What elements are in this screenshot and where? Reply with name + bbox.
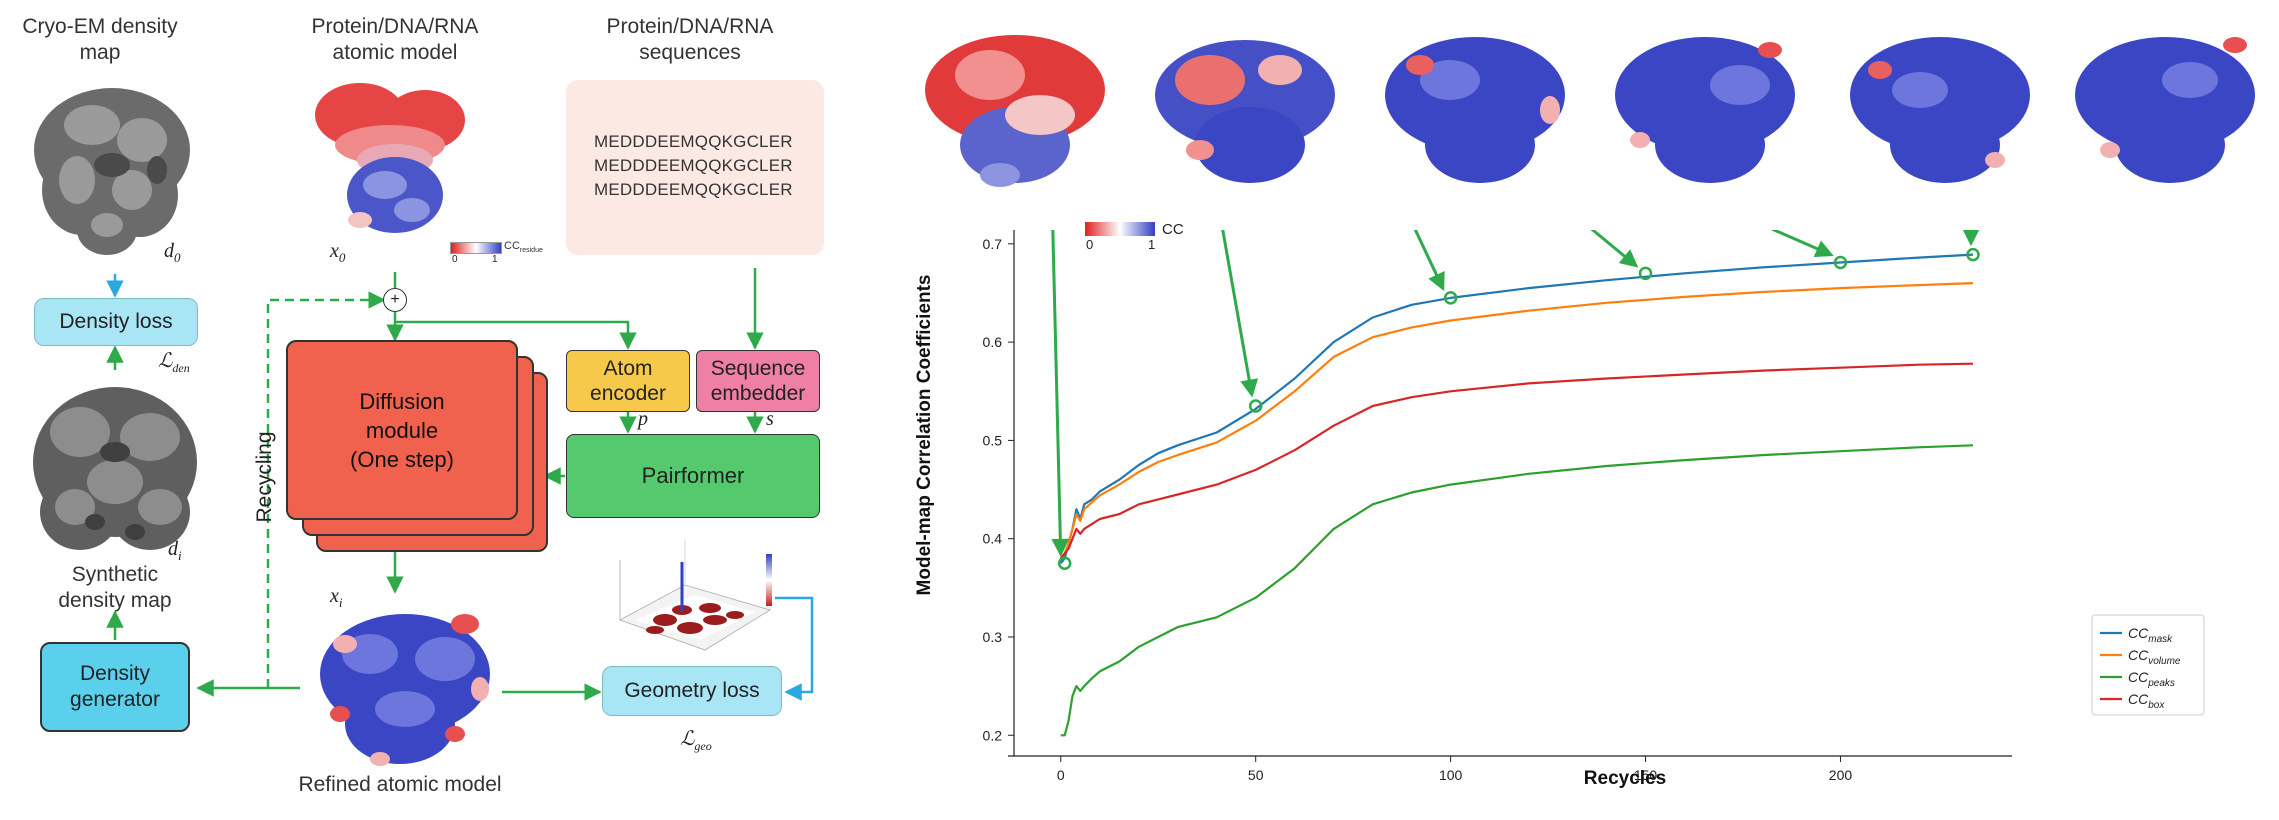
cryo-em-density-image (34, 88, 190, 255)
protein-thumbnail-recycle-150 (1615, 37, 1795, 183)
x-axis-label: Recycles (1584, 768, 1666, 789)
sequences-box (566, 80, 824, 255)
y-tick-label: 0.2 (983, 727, 1003, 743)
synthetic-density-label: Synthetic density map (58, 563, 172, 612)
series-line-volume (1059, 282, 1974, 559)
initial-atomic-model-image (315, 83, 465, 233)
thumbnail-arrow (1051, 230, 1070, 557)
y-axis-label: Model-map Correlation Coefficients (914, 275, 935, 596)
diagram-connectors (106, 268, 814, 701)
y-tick-label: 0.7 (983, 236, 1003, 252)
series-line-mask (1059, 253, 1974, 564)
header-sequences: Protein/DNA/RNA sequences (606, 15, 774, 64)
chart-cc-label: CC (1162, 221, 1184, 238)
x-tick-label: 0 (1057, 767, 1065, 783)
highlight-point (1057, 556, 1072, 571)
y-tick-label: 0.6 (983, 334, 1003, 350)
plus-operator: + (383, 288, 407, 312)
diffusion-module-box: Diffusion module (One step) (286, 340, 518, 520)
sequence-embedder-box: Sequence embedder (696, 350, 820, 412)
legend-label-volume: CCvolume (2128, 647, 2181, 667)
thumbnail-arrow (1590, 230, 1639, 268)
synthetic-density-image (33, 387, 197, 550)
chart-cc-min: 0 (1086, 237, 1094, 252)
protein-thumbnail-recycle-100 (1385, 37, 1565, 183)
x-tick-label: 150 (1634, 767, 1658, 783)
highlight-point (1833, 255, 1848, 270)
refined-model-label: Refined atomic model (298, 773, 502, 796)
x-tick-label: 200 (1829, 767, 1853, 783)
protein-thumbnail-recycle-0 (925, 35, 1105, 187)
residue-cc-max: 1 (492, 254, 498, 265)
symbol-s: s (766, 408, 774, 430)
highlight-point (1248, 399, 1263, 413)
x-tick-label: 50 (1248, 767, 1264, 783)
thumbnail-arrow (1770, 230, 1834, 258)
diffusion-module-label: Diffusion module (359, 388, 445, 443)
legend-label-mask: CCmask (2128, 625, 2173, 645)
pairformer-box: Pairformer (566, 434, 820, 518)
sequence-line-1: MEDDDEEMQQKGCLER (594, 132, 793, 151)
symbol-x0: x0 (330, 240, 346, 265)
protein-thumbnail-recycle-200 (1850, 37, 2030, 183)
symbol-d0: d0 (164, 240, 181, 265)
recycling-label: Recycling (253, 431, 276, 523)
sequence-line-2: MEDDDEEMQQKGCLER (594, 156, 793, 175)
legend-label-box: CCbox (2128, 691, 2165, 711)
protein-thumbnail-recycle-234 (2075, 37, 2255, 183)
symbol-xi: xi (330, 585, 343, 610)
atom-encoder-box: Atom encoder (566, 350, 690, 412)
thumbnail-arrow (1221, 230, 1259, 398)
y-tick-label: 0.3 (983, 629, 1003, 645)
chart-cc-max: 1 (1148, 237, 1156, 252)
header-cryo-em: Cryo-EM density map (22, 15, 178, 64)
header-atomic-model: Protein/DNA/RNA atomic model (311, 15, 479, 64)
highlight-point (1966, 247, 1980, 262)
sequence-line-3: MEDDDEEMQQKGCLER (594, 180, 793, 199)
x-tick-label: 100 (1439, 767, 1463, 783)
symbol-di: di (168, 538, 182, 563)
protein-thumbnail-recycle-50 (1155, 40, 1335, 183)
highlight-point (1443, 291, 1458, 305)
cc-line-chart: 0.20.30.40.50.60.70 50 100 150 200 Recycles … (914, 230, 2205, 789)
residue-cc-label: CCresidue (504, 240, 543, 255)
thumbnail-arrow (1413, 230, 1445, 292)
highlight-point (1638, 266, 1653, 281)
diffusion-step-label: (One step) (350, 446, 454, 472)
symbol-l-den: ℒden (158, 350, 190, 375)
series-line-peaks (1060, 444, 1974, 737)
density-loss-box: Density loss (34, 298, 198, 346)
y-tick-label: 0.5 (983, 432, 1003, 448)
y-tick-label: 0.4 (983, 531, 1003, 547)
refined-atomic-model-image (320, 614, 490, 766)
geometry-3d-plot-image (619, 540, 772, 651)
chart-cc-colorbar (1085, 222, 1155, 236)
geometry-loss-box: Geometry loss (602, 666, 782, 716)
symbol-l-geo: ℒgeo (680, 728, 712, 753)
protein-thumbnails (925, 35, 2255, 187)
residue-cc-colorbar (450, 242, 502, 254)
density-generator-box: Density generator (40, 642, 190, 732)
residue-cc-min: 0 (452, 254, 458, 265)
legend-label-peaks: CCpeaks (2128, 669, 2175, 689)
series-line-box (1059, 362, 1974, 559)
symbol-p: p (638, 408, 648, 430)
